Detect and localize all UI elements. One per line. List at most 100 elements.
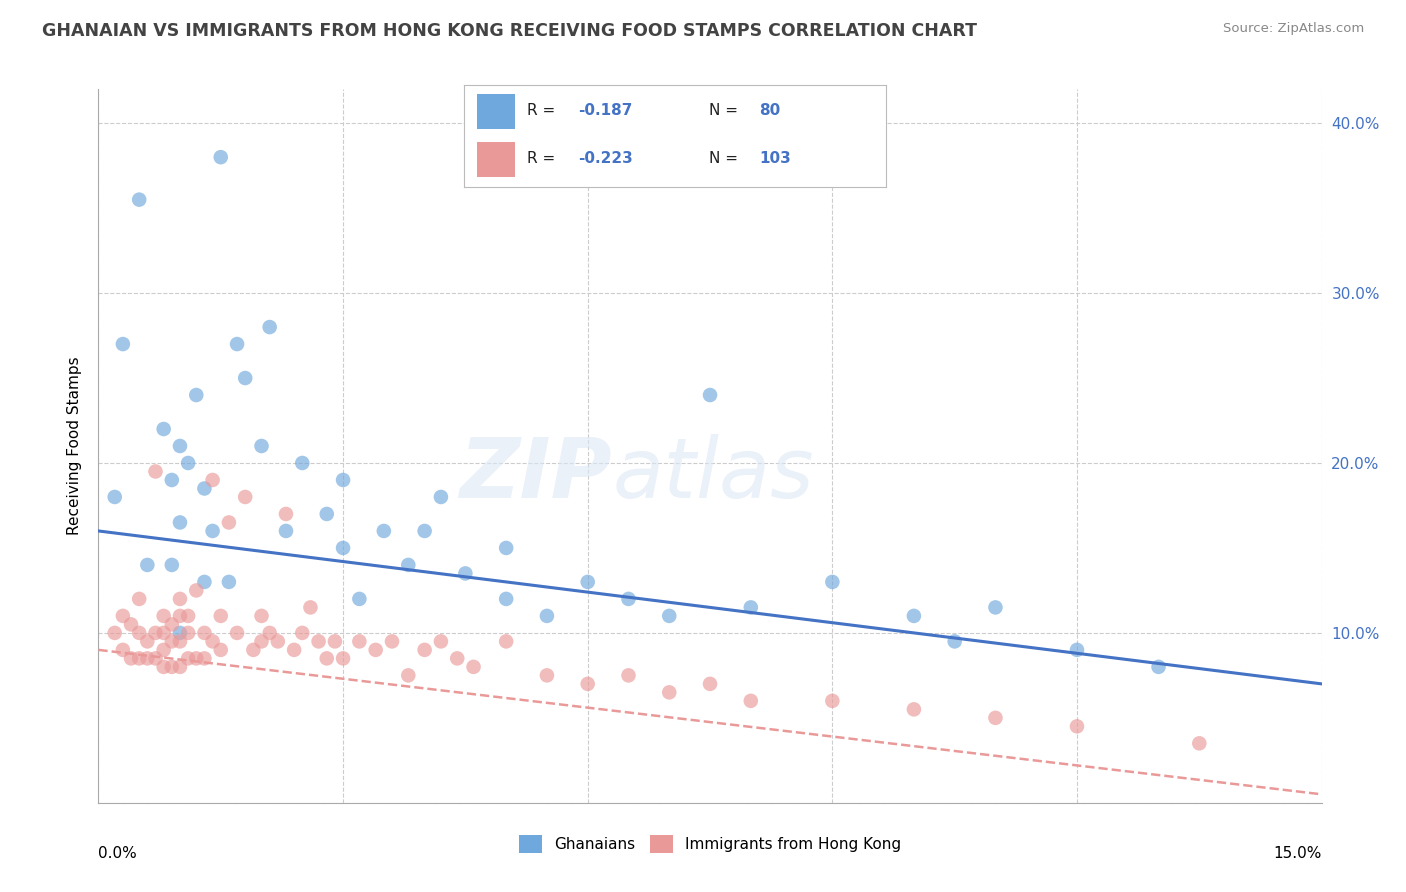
- Point: [658, 608, 681, 623]
- Point: [233, 371, 256, 385]
- Point: [364, 643, 387, 657]
- Point: [169, 591, 191, 606]
- Point: [152, 608, 174, 623]
- Point: [446, 651, 468, 665]
- Point: [1188, 736, 1211, 750]
- Point: [495, 591, 517, 606]
- Point: [193, 482, 215, 496]
- Point: [169, 516, 191, 530]
- Point: [120, 651, 142, 665]
- Point: [209, 150, 232, 164]
- Point: [160, 634, 183, 648]
- Point: [160, 473, 183, 487]
- Point: [193, 626, 215, 640]
- Point: [291, 456, 314, 470]
- Point: [381, 634, 404, 648]
- Point: [699, 388, 721, 402]
- Point: [299, 600, 322, 615]
- Point: [128, 626, 150, 640]
- Point: [209, 643, 232, 657]
- Point: [267, 634, 290, 648]
- Point: [984, 600, 1007, 615]
- Point: [104, 626, 127, 640]
- Point: [218, 516, 240, 530]
- Legend: Ghanaians, Immigrants from Hong Kong: Ghanaians, Immigrants from Hong Kong: [513, 829, 907, 859]
- Point: [617, 668, 640, 682]
- Point: [177, 608, 200, 623]
- Point: [323, 634, 346, 648]
- Point: [740, 600, 762, 615]
- Point: [104, 490, 127, 504]
- Text: 103: 103: [759, 151, 792, 166]
- Point: [617, 591, 640, 606]
- Point: [226, 337, 249, 351]
- Point: [169, 660, 191, 674]
- Point: [136, 558, 159, 572]
- Point: [111, 643, 134, 657]
- Point: [430, 490, 453, 504]
- Point: [145, 465, 167, 479]
- Point: [373, 524, 395, 538]
- Point: [903, 702, 925, 716]
- Point: [274, 507, 297, 521]
- Point: [152, 660, 174, 674]
- Point: [396, 668, 419, 682]
- Point: [903, 608, 925, 623]
- Y-axis label: Receiving Food Stamps: Receiving Food Stamps: [67, 357, 83, 535]
- Point: [1066, 719, 1088, 733]
- Text: N =: N =: [709, 103, 742, 118]
- Point: [259, 626, 281, 640]
- Point: [454, 566, 477, 581]
- Point: [250, 634, 273, 648]
- Point: [536, 608, 558, 623]
- Bar: [477, 94, 515, 128]
- Point: [536, 668, 558, 682]
- Point: [128, 591, 150, 606]
- Point: [218, 574, 240, 589]
- Point: [120, 617, 142, 632]
- Point: [984, 711, 1007, 725]
- Point: [495, 634, 517, 648]
- Point: [1147, 660, 1170, 674]
- Point: [169, 439, 191, 453]
- Point: [943, 634, 966, 648]
- Point: [169, 626, 191, 640]
- Point: [821, 574, 844, 589]
- Point: [201, 524, 224, 538]
- Text: R =: R =: [527, 103, 561, 118]
- Point: [209, 608, 232, 623]
- Point: [576, 574, 599, 589]
- Point: [495, 541, 517, 555]
- Point: [821, 694, 844, 708]
- Point: [463, 660, 485, 674]
- Point: [186, 388, 208, 402]
- Point: [160, 558, 183, 572]
- Point: [201, 473, 224, 487]
- Point: [315, 651, 337, 665]
- Text: R =: R =: [527, 151, 561, 166]
- Point: [274, 524, 297, 538]
- Point: [349, 634, 371, 648]
- Text: N =: N =: [709, 151, 742, 166]
- Text: 15.0%: 15.0%: [1274, 846, 1322, 861]
- Point: [396, 558, 419, 572]
- Point: [283, 643, 305, 657]
- Point: [315, 507, 337, 521]
- Point: [740, 694, 762, 708]
- Bar: [477, 142, 515, 177]
- Point: [250, 439, 273, 453]
- Point: [193, 574, 215, 589]
- Point: [160, 617, 183, 632]
- Point: [186, 583, 208, 598]
- Point: [430, 634, 453, 648]
- Point: [699, 677, 721, 691]
- Point: [160, 660, 183, 674]
- Point: [186, 651, 208, 665]
- Point: [332, 473, 354, 487]
- Text: -0.187: -0.187: [578, 103, 633, 118]
- Point: [152, 626, 174, 640]
- Point: [233, 490, 256, 504]
- Point: [242, 643, 264, 657]
- Point: [169, 608, 191, 623]
- Point: [201, 634, 224, 648]
